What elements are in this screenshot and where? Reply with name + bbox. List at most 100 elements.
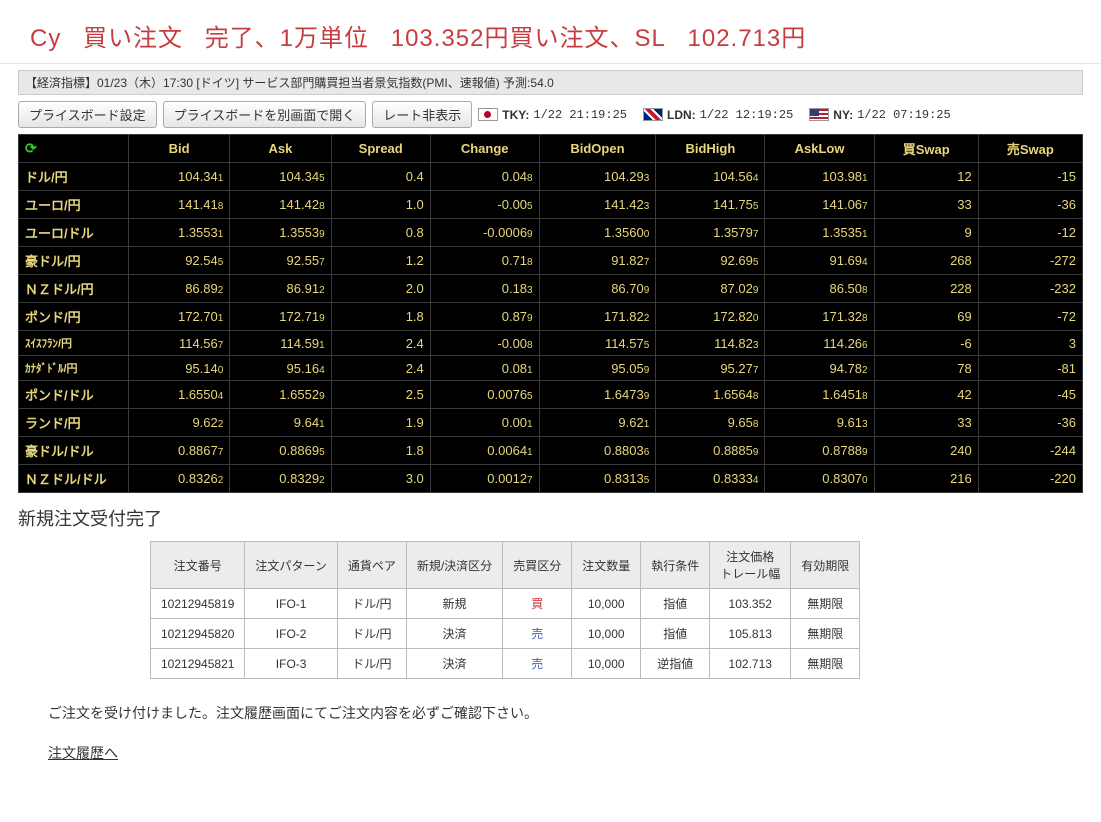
fx-rate-table: ⟳ Bid Ask Spread Change BidOpen BidHigh … <box>18 134 1083 493</box>
swap-buy-cell: 42 <box>874 381 978 409</box>
order-side: 買 <box>503 589 572 619</box>
pair-cell[interactable]: ｶﾅﾀﾞﾄﾞﾙ/円 <box>19 356 129 381</box>
bidopen-cell: 91.827 <box>539 247 656 275</box>
bid-cell: 141.418 <box>129 191 230 219</box>
bid-cell: 0.83262 <box>129 465 230 493</box>
bidhigh-cell: 9.658 <box>656 409 765 437</box>
swap-sell-cell: -36 <box>978 191 1082 219</box>
change-cell: 0.00127 <box>430 465 539 493</box>
bidhigh-cell: 0.83334 <box>656 465 765 493</box>
swap-sell-cell: -220 <box>978 465 1082 493</box>
swap-buy-cell: 69 <box>874 303 978 331</box>
order-qty: 10,000 <box>572 649 641 679</box>
bidhigh-cell: 0.88859 <box>656 437 765 465</box>
col-change: Change <box>430 135 539 163</box>
order-price: 105.813 <box>710 619 791 649</box>
fx-row[interactable]: ランド/円9.6229.6411.90.0019.6219.6589.61333… <box>19 409 1083 437</box>
ask-cell: 114.591 <box>230 331 331 356</box>
change-cell: 0.00641 <box>430 437 539 465</box>
clock-tky: TKY: 1/22 21:19:25 <box>478 108 637 122</box>
bidhigh-cell: 87.029 <box>656 275 765 303</box>
order-history-link[interactable]: 注文履歴へ <box>48 745 118 761</box>
order-section-title: 新規注文受付完了 <box>0 493 1101 541</box>
fx-row[interactable]: ドル/円104.341104.3450.40.048104.293104.564… <box>19 163 1083 191</box>
asklow-cell: 94.782 <box>765 356 874 381</box>
pair-cell[interactable]: ポンド/円 <box>19 303 129 331</box>
fx-row[interactable]: ＮＺドル/円86.89286.9122.00.18386.70987.02986… <box>19 275 1083 303</box>
fx-row[interactable]: ユーロ/円141.418141.4281.0-0.005141.423141.7… <box>19 191 1083 219</box>
hide-rate-button[interactable]: レート非表示 <box>372 101 472 128</box>
fx-row[interactable]: 豪ドル/円92.54592.5571.20.71891.82792.69591.… <box>19 247 1083 275</box>
order-cond: 指値 <box>641 589 710 619</box>
asklow-cell: 91.694 <box>765 247 874 275</box>
change-cell: 0.001 <box>430 409 539 437</box>
fx-row[interactable]: ｶﾅﾀﾞﾄﾞﾙ/円95.14095.1642.40.08195.05995.27… <box>19 356 1083 381</box>
order-row: 10212945821IFO-3ドル/円決済売10,000逆指値102.713無… <box>151 649 860 679</box>
fx-row[interactable]: 豪ドル/ドル0.886770.886951.80.006410.880360.8… <box>19 437 1083 465</box>
bidopen-cell: 171.822 <box>539 303 656 331</box>
pair-cell[interactable]: ユーロ/円 <box>19 191 129 219</box>
order-pair: ドル/円 <box>337 589 406 619</box>
asklow-cell: 0.87889 <box>765 437 874 465</box>
asklow-cell: 9.613 <box>765 409 874 437</box>
order-pair: ドル/円 <box>337 619 406 649</box>
col-spread: Spread <box>331 135 430 163</box>
priceboard-newwindow-button[interactable]: プライスボードを別画面で開く <box>163 101 367 128</box>
fx-row[interactable]: ユーロ/ドル1.355311.355390.8-0.000691.356001.… <box>19 219 1083 247</box>
bidhigh-cell: 1.35797 <box>656 219 765 247</box>
swap-buy-cell: 228 <box>874 275 978 303</box>
order-col-header: 有効期限 <box>791 542 860 589</box>
order-cond: 逆指値 <box>641 649 710 679</box>
asklow-cell: 1.35351 <box>765 219 874 247</box>
order-qty: 10,000 <box>572 619 641 649</box>
swap-buy-cell: 12 <box>874 163 978 191</box>
change-cell: 0.879 <box>430 303 539 331</box>
bidopen-cell: 1.64739 <box>539 381 656 409</box>
ask-cell: 141.428 <box>230 191 331 219</box>
ask-cell: 86.912 <box>230 275 331 303</box>
pair-cell[interactable]: 豪ドル/円 <box>19 247 129 275</box>
pair-cell[interactable]: ＮＺドル/ドル <box>19 465 129 493</box>
swap-buy-cell: 268 <box>874 247 978 275</box>
pair-cell[interactable]: ドル/円 <box>19 163 129 191</box>
order-id: 10212945820 <box>151 619 245 649</box>
pair-cell[interactable]: ｽｲｽﾌﾗﾝ/円 <box>19 331 129 356</box>
bidhigh-cell: 92.695 <box>656 247 765 275</box>
order-col-header: 注文数量 <box>572 542 641 589</box>
bid-cell: 9.622 <box>129 409 230 437</box>
pair-cell[interactable]: ランド/円 <box>19 409 129 437</box>
swap-sell-cell: -244 <box>978 437 1082 465</box>
bidopen-cell: 104.293 <box>539 163 656 191</box>
asklow-cell: 141.067 <box>765 191 874 219</box>
bidhigh-cell: 114.823 <box>656 331 765 356</box>
flag-jp-icon <box>478 108 498 121</box>
refresh-header[interactable]: ⟳ <box>19 135 129 163</box>
order-id: 10212945819 <box>151 589 245 619</box>
pair-cell[interactable]: ユーロ/ドル <box>19 219 129 247</box>
fx-row[interactable]: ＮＺドル/ドル0.832620.832923.00.001270.831350.… <box>19 465 1083 493</box>
order-price: 102.713 <box>710 649 791 679</box>
pair-cell[interactable]: 豪ドル/ドル <box>19 437 129 465</box>
fx-row[interactable]: ポンド/ドル1.655041.655292.50.007651.647391.6… <box>19 381 1083 409</box>
swap-buy-cell: 216 <box>874 465 978 493</box>
swap-sell-cell: -45 <box>978 381 1082 409</box>
flag-uk-icon <box>643 108 663 121</box>
ask-cell: 9.641 <box>230 409 331 437</box>
clock-ny: NY: 1/22 07:19:25 <box>809 108 960 122</box>
ask-cell: 0.88695 <box>230 437 331 465</box>
swap-buy-cell: -6 <box>874 331 978 356</box>
fx-row[interactable]: ｽｲｽﾌﾗﾝ/円114.567114.5912.4-0.008114.57511… <box>19 331 1083 356</box>
order-row: 10212945819IFO-1ドル/円新規買10,000指値103.352無期… <box>151 589 860 619</box>
priceboard-settings-button[interactable]: プライスボード設定 <box>18 101 157 128</box>
bid-cell: 0.88677 <box>129 437 230 465</box>
fx-row[interactable]: ポンド/円172.701172.7191.80.879171.822172.82… <box>19 303 1083 331</box>
ask-cell: 172.719 <box>230 303 331 331</box>
swap-sell-cell: -272 <box>978 247 1082 275</box>
pair-cell[interactable]: ＮＺドル/円 <box>19 275 129 303</box>
pair-cell[interactable]: ポンド/ドル <box>19 381 129 409</box>
swap-sell-cell: -81 <box>978 356 1082 381</box>
swap-sell-cell: -72 <box>978 303 1082 331</box>
change-cell: -0.008 <box>430 331 539 356</box>
col-ask: Ask <box>230 135 331 163</box>
spread-cell: 2.5 <box>331 381 430 409</box>
